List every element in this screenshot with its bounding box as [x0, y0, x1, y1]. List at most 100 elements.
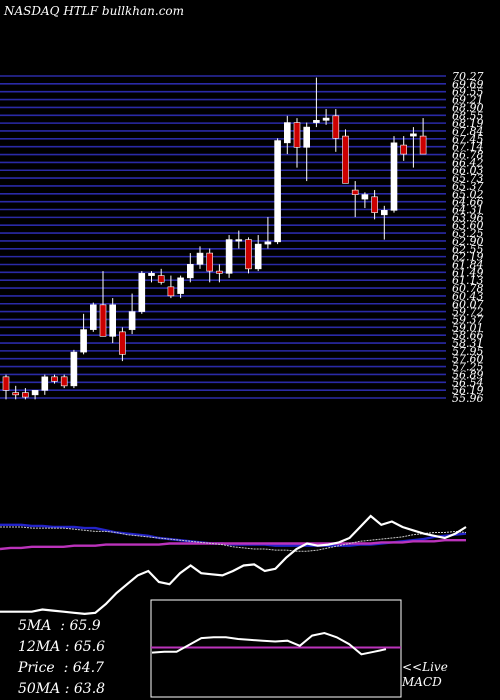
macd-live-tag[interactable]: <<Live MACD [402, 660, 448, 690]
moving-average-summary: 5MA : 65.9 12MA : 65.6 Price : 64.7 50MA… [18, 616, 105, 700]
candle-body [128, 311, 136, 330]
price-tick-label: 61.84 [452, 258, 484, 271]
candle-body [90, 304, 97, 330]
candle-body [351, 189, 359, 195]
price-tick-label: 68.55 [452, 109, 484, 122]
candle-body [322, 117, 330, 121]
price-tick-label: 67.84 [452, 125, 484, 138]
ma-row-12: 12MA : 65.6 [18, 639, 106, 655]
candle-body [138, 273, 146, 312]
candle-body [293, 122, 301, 148]
price-tick-label: 62.90 [452, 235, 484, 248]
price-tick-label: 60.43 [452, 290, 484, 303]
price-tick-label: 56.89 [452, 368, 484, 381]
price-tick-label: 66.03 [452, 164, 484, 177]
candlestick-series [2, 77, 427, 400]
ma-value: 65.6 [73, 639, 106, 655]
candle-body [80, 329, 87, 353]
ma-label: 50MA [18, 681, 61, 697]
price-tick-label: 66.78 [452, 149, 484, 162]
indicator-line [0, 514, 467, 616]
candle-body [60, 376, 68, 387]
candle-body [342, 135, 349, 184]
price-tick-label: 55.96 [452, 392, 484, 405]
price-tick-label: 64.66 [452, 196, 484, 209]
candle-body [196, 252, 204, 265]
candle-body [283, 122, 291, 144]
candle-body [390, 142, 398, 211]
candle-body [167, 286, 175, 297]
price-tick-label: 65.02 [452, 188, 484, 201]
price-tick-label: 57.95 [452, 345, 484, 358]
indicator-panel [0, 514, 467, 616]
price-tick-label: 64.31 [452, 204, 484, 217]
price-tick-label: 63.60 [452, 219, 484, 232]
candle-body [235, 239, 243, 242]
candle-body [332, 115, 340, 139]
ma-row-50: 50MA : 63.8 [18, 681, 106, 697]
candle-body [245, 239, 252, 270]
candle-body [51, 376, 58, 382]
price-tick-label: 70.27 [452, 70, 484, 83]
price-tick-label: 59.01 [452, 321, 484, 334]
price-tick-label: 68.90 [452, 101, 484, 114]
price-tick-label: 67.45 [452, 133, 484, 146]
macd-panel [151, 631, 401, 656]
candle-body [303, 126, 311, 148]
candle-body [400, 144, 408, 155]
ma-row-5: 5MA : 65.9 [18, 618, 101, 634]
candle-body [216, 270, 223, 274]
candle-body [41, 376, 49, 391]
candle-body [70, 351, 78, 387]
price-tick-label: 60.78 [452, 282, 484, 295]
price-tick-label: 66.42 [452, 156, 484, 169]
candle-body [410, 133, 417, 137]
price-tick-label: 57.25 [452, 361, 484, 374]
price-tick-label: 56.54 [452, 376, 484, 389]
ma-label: 12MA [18, 639, 61, 655]
price-tick-label: 58.66 [452, 329, 484, 342]
price-tick-label: 58.31 [452, 337, 484, 350]
ma-value: 64.7 [72, 660, 104, 676]
indicator-line [0, 539, 466, 551]
price-tick-label: 57.60 [452, 353, 484, 366]
candle-body [99, 304, 107, 337]
candle-body [274, 140, 281, 243]
candle-body [419, 135, 427, 155]
ma-row-price: Price : 64.7 [18, 660, 104, 676]
price-tick-label: 59.72 [452, 306, 484, 319]
candle-body [380, 210, 388, 216]
candle-body [361, 194, 369, 200]
candle-body [22, 392, 29, 398]
candle-body [371, 196, 378, 213]
macd-live-link[interactable]: <<Live [402, 660, 448, 674]
price-tick-label: 69.69 [452, 78, 484, 91]
price-tick-label: 62.19 [452, 251, 484, 264]
price-tick-label: 68.19 [452, 117, 484, 130]
candle-body [206, 252, 213, 272]
candle-body [225, 239, 233, 274]
price-tick-label: 60.07 [452, 298, 484, 311]
ma-value: 63.8 [73, 681, 106, 697]
ma-label: 5MA [18, 618, 52, 634]
candle-body [177, 277, 184, 294]
macd-label: MACD [402, 675, 442, 689]
candle-body [12, 392, 19, 396]
candle-body [119, 331, 126, 355]
price-tick-label: 65.37 [452, 180, 484, 193]
candle-body [31, 390, 39, 396]
candle-body [109, 304, 116, 337]
candle-body [2, 376, 10, 391]
ma-value: 65.9 [69, 618, 101, 634]
price-tick-label: 67.14 [452, 141, 484, 154]
candle-body [157, 275, 165, 283]
price-tick-label: 65.73 [452, 172, 484, 185]
price-tick-label: 61.13 [452, 274, 484, 287]
candle-body [254, 243, 262, 270]
candle-body [313, 120, 320, 123]
price-tick-label: 61.49 [452, 266, 484, 279]
price-tick-label: 69.55 [452, 86, 484, 99]
candle-body [148, 273, 155, 276]
candle-body [187, 264, 194, 279]
